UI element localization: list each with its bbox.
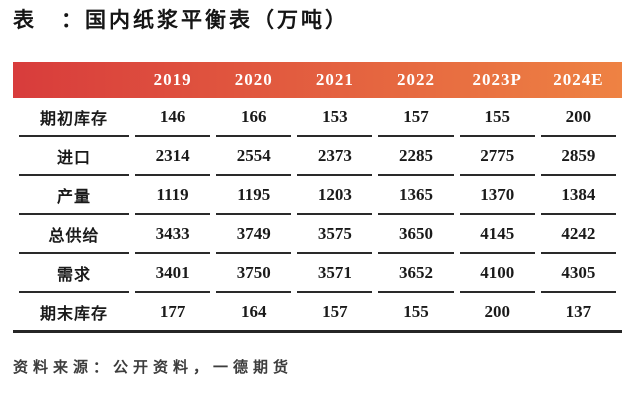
table-row-ending-inventory: 期末库存 177 164 157 155 200 137 [19,293,616,330]
table-cell: 4305 [540,254,616,293]
table-cell: 1203 [297,176,373,215]
row-label: 期末库存 [19,293,129,330]
row-label: 期初库存 [19,98,129,137]
table-cell: 155 [459,98,535,137]
table-cell: 4145 [459,215,535,254]
table-cell: 177 [135,293,211,330]
table-row-production: 产量 1119 1195 1203 1365 1370 1384 [19,176,616,215]
table-cell: 1370 [459,176,535,215]
table-cell: 3401 [135,254,211,293]
header-cell-empty [19,62,129,98]
table-title: 表 ：国内纸浆平衡表（万吨） [13,8,349,32]
table-row-demand: 需求 3401 3750 3571 3652 4100 4305 [19,254,616,293]
row-label: 进口 [19,137,129,176]
table-row-imports: 进口 2314 2554 2373 2285 2775 2859 [19,137,616,176]
table-cell: 137 [540,293,616,330]
table-row-beginning-inventory: 期初库存 146 166 153 157 155 200 [19,98,616,137]
table-cell: 3652 [378,254,454,293]
table-cell: 3749 [216,215,292,254]
table-cell: 2859 [540,137,616,176]
table-cell: 153 [297,98,373,137]
table-cell: 200 [540,98,616,137]
row-label: 产量 [19,176,129,215]
table-cell: 1195 [216,176,292,215]
table-header-row: 2019 2020 2021 2022 2023P 2024E [19,62,616,98]
table-cell: 4100 [459,254,535,293]
row-label: 需求 [19,254,129,293]
table-cell: 146 [135,98,211,137]
table-cell: 2554 [216,137,292,176]
table-cell: 3571 [297,254,373,293]
table-cell: 157 [378,98,454,137]
table-cell: 2285 [378,137,454,176]
table-cell: 2314 [135,137,211,176]
table-cell: 3575 [297,215,373,254]
table-cell: 1119 [135,176,211,215]
table-cell: 1384 [540,176,616,215]
table-cell: 4242 [540,215,616,254]
header-cell-2020: 2020 [234,70,273,89]
row-label: 总供给 [19,215,129,254]
table-cell: 1365 [378,176,454,215]
table-cell: 157 [297,293,373,330]
table-cell: 164 [216,293,292,330]
table-cell: 2373 [297,137,373,176]
table-cell: 3650 [378,215,454,254]
table-row-total-supply: 总供给 3433 3749 3575 3650 4145 4242 [19,215,616,254]
table-cell: 166 [216,98,292,137]
header-cell-2023p: 2023P [472,70,522,89]
data-source-note: 资料来源：公开资料，一德期货 [13,360,294,376]
table-cell: 3750 [216,254,292,293]
table-cell: 3433 [135,215,211,254]
header-cell-2022: 2022 [397,70,436,89]
pulp-balance-table: 2019 2020 2021 2022 2023P 2024E 期初库存 146… [13,62,622,333]
header-cell-2021: 2021 [315,70,354,89]
header-cell-2024e: 2024E [553,70,604,89]
header-cell-2019: 2019 [153,70,192,89]
table-cell: 2775 [459,137,535,176]
table-cell: 155 [378,293,454,330]
table-cell: 200 [459,293,535,330]
